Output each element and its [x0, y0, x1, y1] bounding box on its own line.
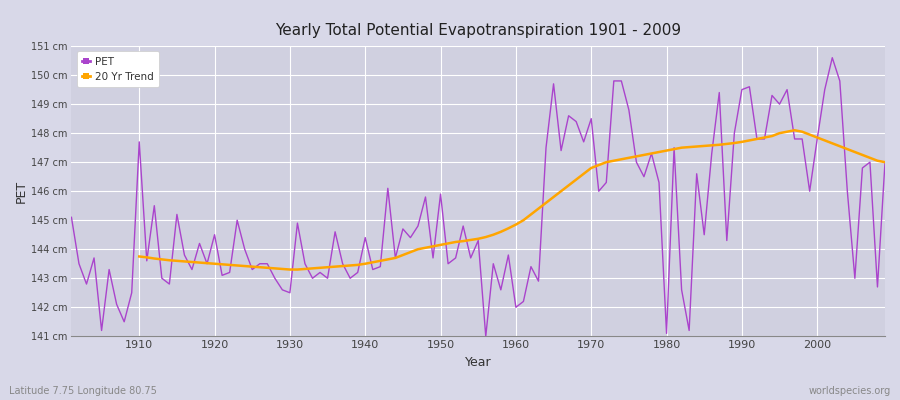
Title: Yearly Total Potential Evapotranspiration 1901 - 2009: Yearly Total Potential Evapotranspiratio… — [275, 23, 681, 38]
Y-axis label: PET: PET — [15, 180, 28, 203]
X-axis label: Year: Year — [465, 356, 491, 369]
Text: Latitude 7.75 Longitude 80.75: Latitude 7.75 Longitude 80.75 — [9, 386, 157, 396]
Legend: PET, 20 Yr Trend: PET, 20 Yr Trend — [76, 51, 159, 87]
Text: worldspecies.org: worldspecies.org — [809, 386, 891, 396]
